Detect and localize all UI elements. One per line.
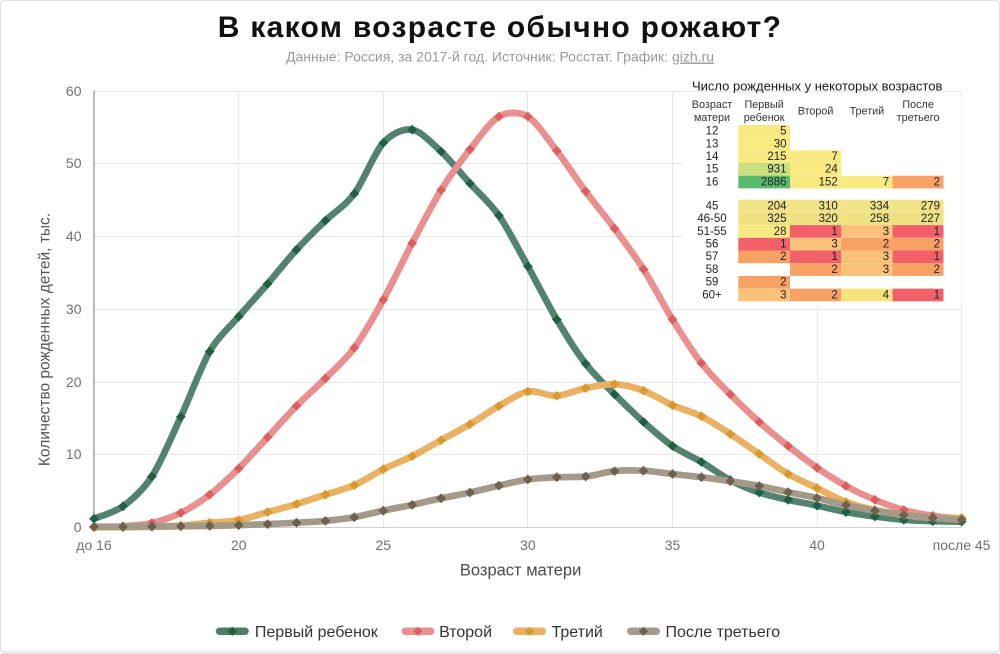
svg-text:258: 258 bbox=[870, 213, 889, 225]
svg-text:13: 13 bbox=[706, 138, 719, 150]
svg-text:Возраст матери: Возраст матери bbox=[460, 562, 581, 580]
svg-text:59: 59 bbox=[706, 277, 719, 289]
svg-text:1: 1 bbox=[934, 251, 940, 263]
svg-text:1: 1 bbox=[780, 239, 786, 251]
svg-text:215: 215 bbox=[767, 151, 786, 163]
svg-text:4: 4 bbox=[883, 289, 890, 301]
svg-text:20: 20 bbox=[66, 374, 82, 390]
svg-text:28: 28 bbox=[774, 226, 787, 238]
svg-text:58: 58 bbox=[706, 264, 719, 276]
svg-text:15: 15 bbox=[706, 164, 719, 176]
svg-text:Второй: Второй bbox=[798, 106, 834, 118]
svg-text:30: 30 bbox=[66, 301, 82, 317]
svg-text:46-50: 46-50 bbox=[697, 213, 726, 225]
svg-text:10: 10 bbox=[66, 446, 82, 462]
svg-text:152: 152 bbox=[819, 176, 838, 188]
svg-text:40: 40 bbox=[66, 228, 82, 244]
svg-text:204: 204 bbox=[767, 200, 787, 212]
svg-text:1: 1 bbox=[831, 251, 837, 263]
svg-text:2: 2 bbox=[831, 264, 837, 276]
svg-text:до 16: до 16 bbox=[76, 537, 112, 553]
svg-text:30: 30 bbox=[774, 138, 787, 150]
svg-text:3: 3 bbox=[883, 264, 889, 276]
svg-text:279: 279 bbox=[921, 200, 940, 212]
svg-text:325: 325 bbox=[767, 213, 786, 225]
svg-text:310: 310 bbox=[819, 200, 838, 212]
svg-text:Число рожденных у некоторых во: Число рожденных у некоторых возрастов bbox=[692, 79, 942, 94]
svg-text:2: 2 bbox=[780, 251, 786, 263]
svg-text:1: 1 bbox=[934, 289, 940, 301]
svg-text:Второй: Второй bbox=[439, 624, 492, 641]
svg-text:45: 45 bbox=[706, 200, 719, 212]
svg-text:ребенок: ребенок bbox=[744, 112, 785, 124]
svg-text:16: 16 bbox=[706, 176, 719, 188]
svg-text:2: 2 bbox=[934, 264, 940, 276]
svg-text:24: 24 bbox=[825, 164, 838, 176]
svg-text:3: 3 bbox=[883, 226, 889, 238]
svg-text:7: 7 bbox=[883, 176, 889, 188]
svg-text:В каком возрасте обычно рожают: В каком возрасте обычно рожают? bbox=[218, 11, 783, 44]
svg-text:5: 5 bbox=[780, 126, 786, 138]
svg-text:14: 14 bbox=[706, 151, 719, 163]
svg-text:57: 57 bbox=[706, 251, 719, 263]
svg-text:227: 227 bbox=[921, 213, 940, 225]
svg-text:Первый ребенок: Первый ребенок bbox=[255, 624, 379, 641]
svg-text:51-55: 51-55 bbox=[697, 226, 726, 238]
svg-text:Первый: Первый bbox=[744, 99, 783, 111]
svg-text:25: 25 bbox=[376, 537, 392, 553]
svg-text:Количество рожденных детей, ты: Количество рожденных детей, тыс. bbox=[36, 213, 53, 466]
svg-text:Третий: Третий bbox=[552, 624, 603, 641]
svg-text:1: 1 bbox=[831, 226, 837, 238]
svg-text:12: 12 bbox=[706, 126, 719, 138]
svg-text:матери: матери bbox=[694, 112, 730, 124]
svg-text:после 45: после 45 bbox=[933, 537, 991, 553]
svg-text:Третий: Третий bbox=[850, 106, 885, 118]
svg-text:2: 2 bbox=[934, 239, 940, 251]
svg-text:2886: 2886 bbox=[761, 176, 787, 188]
svg-text:После: После bbox=[902, 99, 933, 111]
svg-text:2: 2 bbox=[780, 277, 786, 289]
svg-text:2: 2 bbox=[831, 289, 837, 301]
svg-text:60: 60 bbox=[66, 83, 82, 99]
svg-text:30: 30 bbox=[520, 537, 536, 553]
svg-text:Возраст: Возраст bbox=[692, 99, 732, 111]
svg-text:2: 2 bbox=[934, 176, 940, 188]
svg-text:56: 56 bbox=[706, 239, 719, 251]
svg-text:3: 3 bbox=[780, 289, 786, 301]
svg-text:1: 1 bbox=[934, 226, 940, 238]
svg-text:0: 0 bbox=[74, 519, 82, 535]
svg-text:320: 320 bbox=[819, 213, 838, 225]
svg-text:50: 50 bbox=[66, 155, 82, 171]
svg-text:20: 20 bbox=[231, 537, 247, 553]
svg-text:После третьего: После третьего bbox=[666, 624, 781, 641]
svg-text:третьего: третьего bbox=[897, 112, 940, 124]
svg-text:3: 3 bbox=[831, 239, 837, 251]
svg-text:60+: 60+ bbox=[702, 289, 722, 301]
svg-text:40: 40 bbox=[809, 537, 825, 553]
svg-text:7: 7 bbox=[831, 151, 837, 163]
svg-text:Данные: Россия, за 2017-й год.: Данные: Россия, за 2017-й год. Источник:… bbox=[286, 49, 714, 65]
svg-text:931: 931 bbox=[767, 164, 786, 176]
svg-text:3: 3 bbox=[883, 251, 889, 263]
svg-text:2: 2 bbox=[883, 239, 889, 251]
svg-text:334: 334 bbox=[870, 200, 890, 212]
svg-text:35: 35 bbox=[665, 537, 681, 553]
